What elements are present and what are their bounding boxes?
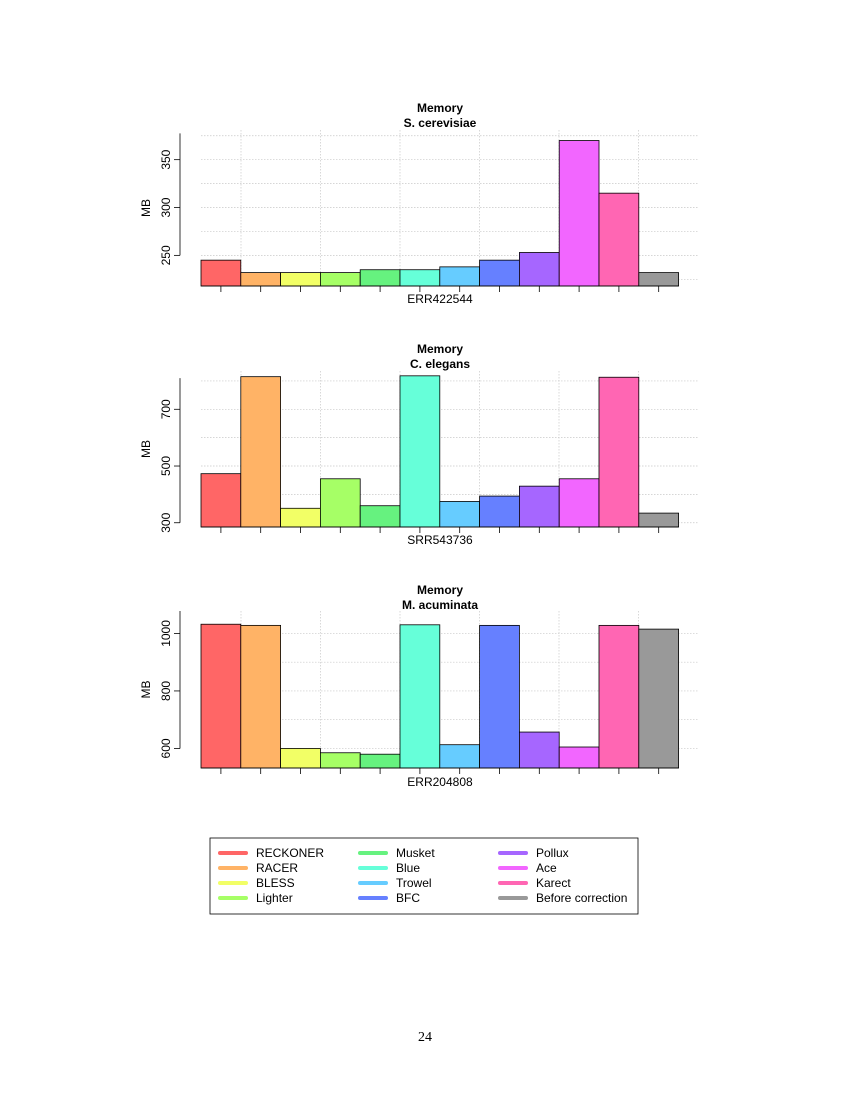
y-tick-label: 700 xyxy=(159,399,173,419)
chart-title: Memory xyxy=(417,101,463,115)
y-tick-label: 600 xyxy=(159,738,173,758)
bar-ace xyxy=(558,140,600,287)
bar-bless xyxy=(280,748,321,769)
legend-label: BFC xyxy=(396,891,420,905)
bar-reckoner xyxy=(200,623,242,769)
bar-before-correction xyxy=(638,628,679,769)
legend-label: Trowel xyxy=(396,876,432,890)
bar-before-correction xyxy=(638,272,679,287)
chart-subtitle: C. elegans xyxy=(410,357,470,371)
legend-item-pollux: Pollux xyxy=(498,846,569,860)
legend-label: Musket xyxy=(396,846,435,860)
page-number: 24 xyxy=(418,1030,432,1045)
legend-label: RECKONER xyxy=(256,846,324,860)
legend-label: Before correction xyxy=(536,891,627,905)
legend-item-bfc: BFC xyxy=(358,891,420,905)
y-tick-label: 300 xyxy=(159,197,173,217)
bar-lighter xyxy=(319,478,361,528)
bar-blue xyxy=(399,375,441,528)
bar-ace xyxy=(558,746,600,769)
bar-racer xyxy=(240,624,282,769)
y-axis-label: MB xyxy=(139,199,153,217)
legend-item-reckoner: RECKONER xyxy=(218,846,324,860)
legend-label: Pollux xyxy=(536,846,569,860)
x-axis-label: SRR543736 xyxy=(407,533,473,547)
bar-bless xyxy=(280,272,321,287)
bar-trowel xyxy=(439,501,480,528)
bar-musket xyxy=(359,505,401,528)
bar-karect xyxy=(598,192,640,287)
bar-musket xyxy=(359,753,401,769)
bar-blue xyxy=(399,624,441,769)
y-axis-label: MB xyxy=(139,440,153,458)
bar-bfc xyxy=(479,259,520,287)
bar-karect xyxy=(598,624,640,769)
chart-subtitle: S. cerevisiae xyxy=(404,116,477,130)
bar-musket xyxy=(359,269,401,287)
legend-item-racer: RACER xyxy=(218,861,298,875)
bar-lighter xyxy=(319,752,361,769)
legend-item-before-correction: Before correction xyxy=(498,891,627,905)
bar-reckoner xyxy=(200,473,242,528)
legend-label: Karect xyxy=(536,876,571,890)
y-tick-label: 350 xyxy=(159,149,173,169)
x-axis-label: ERR204808 xyxy=(407,775,473,789)
bar-pollux xyxy=(519,252,560,287)
bar-bfc xyxy=(479,495,520,528)
legend-label: Lighter xyxy=(256,891,293,905)
legend-label: Ace xyxy=(536,861,557,875)
y-tick-label: 300 xyxy=(159,512,173,532)
bar-reckoner xyxy=(200,259,242,287)
bar-pollux xyxy=(519,731,560,769)
legend-item-lighter: Lighter xyxy=(218,891,293,905)
y-tick-label: 1000 xyxy=(159,620,173,647)
bar-blue xyxy=(399,269,441,287)
y-tick-label: 250 xyxy=(159,245,173,265)
legend-item-bless: BLESS xyxy=(218,876,295,890)
bar-ace xyxy=(558,478,600,528)
bar-bless xyxy=(280,507,321,528)
bar-bfc xyxy=(479,624,520,769)
legend-item-musket: Musket xyxy=(358,846,435,860)
bar-before-correction xyxy=(638,512,679,528)
legend-item-karect: Karect xyxy=(498,876,571,890)
bar-racer xyxy=(240,376,282,528)
legend-item-trowel: Trowel xyxy=(358,876,432,890)
chart-title: Memory xyxy=(417,583,463,597)
bar-racer xyxy=(240,272,282,287)
legend-item-ace: Ace xyxy=(498,861,557,875)
bar-trowel xyxy=(439,744,480,769)
bar-karect xyxy=(598,376,640,528)
y-axis-label: MB xyxy=(139,681,153,699)
legend-item-blue: Blue xyxy=(358,861,420,875)
legend-box xyxy=(209,837,639,915)
x-axis-label: ERR422544 xyxy=(407,292,473,306)
y-tick-label: 500 xyxy=(159,456,173,476)
legend-label: BLESS xyxy=(256,876,295,890)
chart-subtitle: M. acuminata xyxy=(402,598,478,612)
legend-label: Blue xyxy=(396,861,420,875)
bar-lighter xyxy=(319,272,361,287)
bar-pollux xyxy=(519,485,560,528)
chart-title: Memory xyxy=(417,342,463,356)
legend-label: RACER xyxy=(256,861,298,875)
bar-trowel xyxy=(439,266,480,287)
y-tick-label: 800 xyxy=(159,681,173,701)
